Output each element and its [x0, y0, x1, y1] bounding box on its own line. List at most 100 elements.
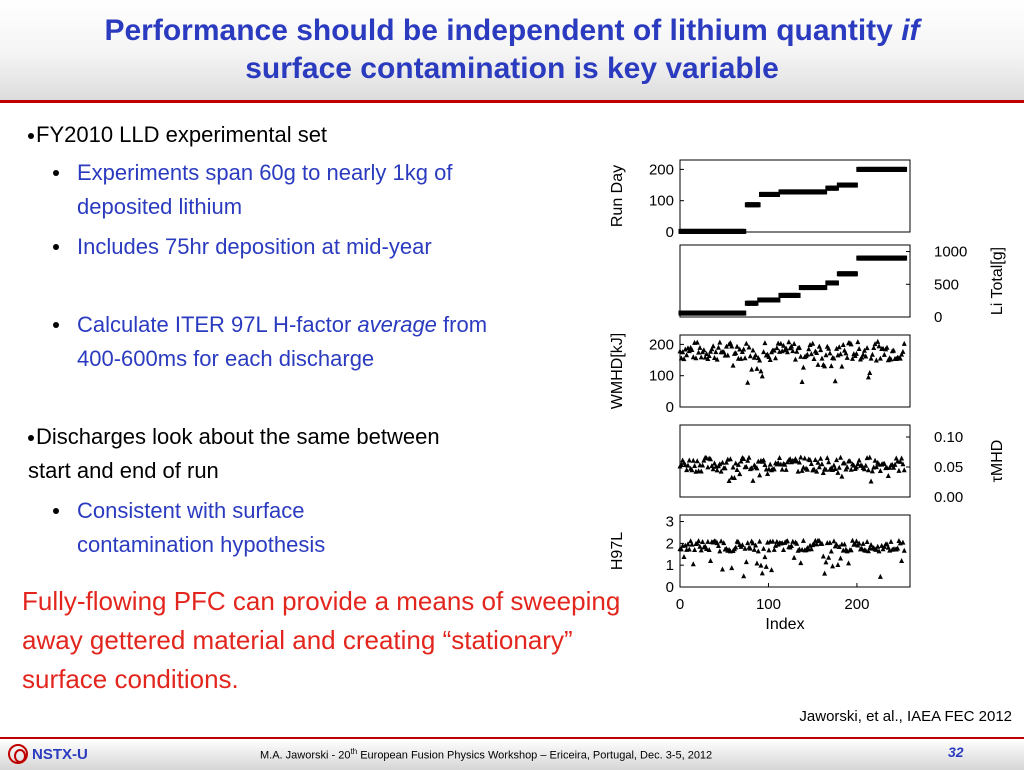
data-point — [719, 566, 725, 572]
data-point — [807, 457, 813, 463]
data-point — [723, 459, 729, 465]
bullet-dot — [28, 435, 34, 442]
data-point — [739, 542, 745, 548]
panel-frame-1 — [679, 244, 911, 318]
data-point — [828, 548, 834, 554]
data-point — [771, 466, 777, 472]
data-point — [800, 364, 806, 370]
data-point — [770, 538, 776, 544]
data-point — [761, 545, 767, 551]
data-point — [901, 340, 907, 346]
data-point — [869, 351, 875, 357]
data-point — [759, 570, 765, 576]
data-point — [678, 462, 684, 468]
data-point — [686, 546, 692, 552]
data-point — [749, 465, 755, 471]
data-point — [868, 355, 874, 361]
data-point — [856, 540, 862, 546]
data-point — [814, 468, 820, 474]
data-point — [864, 538, 870, 544]
data-point — [900, 348, 906, 354]
data-point — [698, 547, 704, 553]
bullet-discharges: Discharges look about the same between s… — [28, 424, 440, 483]
footer-text: M.A. Jaworski - 20th European Fusion Phy… — [260, 747, 713, 762]
data-point — [823, 352, 829, 358]
data-point — [897, 355, 903, 361]
data-point — [692, 546, 698, 552]
data-point — [717, 339, 723, 345]
data-point — [853, 464, 859, 470]
data-point — [742, 355, 748, 361]
data-point — [750, 477, 756, 483]
data-point — [897, 458, 903, 464]
data-point — [757, 357, 763, 363]
data-point — [708, 456, 714, 462]
data-point — [864, 345, 870, 351]
data-point — [863, 462, 869, 468]
data-point — [859, 545, 865, 551]
highlight-statement: Fully-flowing PFC can provide a means of… — [22, 586, 621, 694]
data-point — [741, 455, 747, 461]
data-point — [860, 351, 866, 357]
data-point — [718, 538, 724, 544]
data-point — [726, 477, 732, 483]
data-point — [791, 554, 797, 560]
data-point — [733, 544, 739, 550]
data-point — [681, 356, 687, 362]
data-point — [842, 541, 848, 547]
data-point — [746, 344, 752, 350]
data-point — [689, 467, 695, 473]
data-point — [824, 285, 828, 291]
data-point — [867, 369, 873, 375]
data-point — [815, 459, 821, 465]
data-point — [730, 464, 736, 470]
data-point — [782, 461, 788, 467]
data-point — [830, 563, 836, 569]
data-point — [737, 471, 743, 477]
data-point — [891, 464, 897, 470]
data-point — [710, 343, 716, 349]
data-point — [900, 539, 906, 545]
data-point — [701, 457, 707, 463]
data-point — [824, 189, 828, 195]
data-point — [741, 346, 747, 352]
sub-bullet-span: Experiments span 60g to nearly 1kg of de… — [53, 156, 513, 224]
data-point — [812, 456, 818, 462]
data-point — [799, 379, 805, 385]
data-point — [826, 345, 832, 351]
data-point — [861, 466, 867, 472]
data-point — [696, 349, 702, 355]
data-point — [784, 538, 790, 544]
data-point — [792, 356, 798, 362]
data-point — [808, 546, 814, 552]
data-point — [876, 343, 882, 349]
data-point — [798, 454, 804, 460]
bullet-fy2010: FY2010 LLD experimental set — [28, 118, 327, 152]
data-point — [826, 554, 832, 560]
data-point — [838, 454, 844, 460]
data-point — [747, 353, 753, 359]
data-point — [762, 554, 768, 560]
data-point — [823, 466, 829, 472]
data-point — [706, 353, 712, 359]
y-tick-label: 0.00 — [934, 489, 963, 506]
data-point — [814, 541, 820, 547]
data-point — [708, 557, 714, 563]
data-point — [856, 457, 862, 463]
data-point — [709, 346, 715, 352]
data-point — [804, 466, 810, 472]
y-tick-label: 100 — [649, 193, 674, 210]
data-point — [855, 460, 861, 466]
data-point — [877, 355, 883, 361]
data-point — [743, 464, 749, 470]
data-point — [865, 548, 871, 554]
data-point — [734, 466, 740, 472]
data-point — [722, 465, 728, 471]
y-tick-label: 0 — [666, 399, 674, 416]
data-point — [766, 547, 772, 553]
data-point — [706, 546, 712, 552]
data-point — [718, 468, 724, 474]
data-point — [822, 570, 828, 576]
data-point — [735, 461, 741, 467]
data-point — [692, 462, 698, 468]
